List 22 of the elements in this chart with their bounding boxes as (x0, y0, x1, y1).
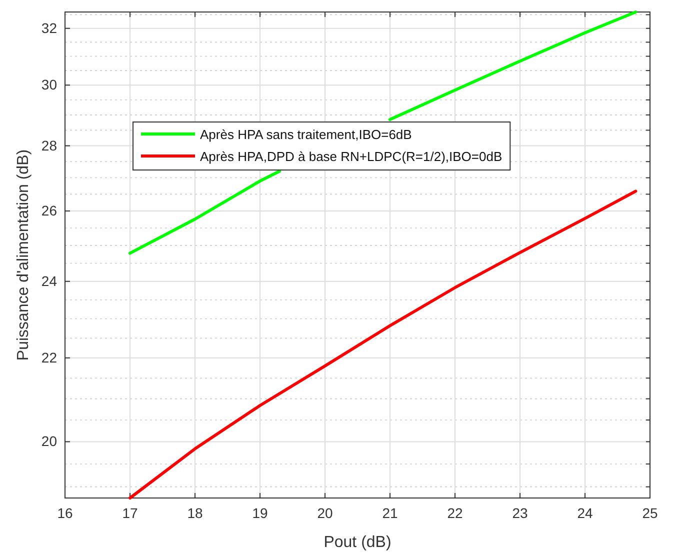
y-tick-label: 26 (41, 202, 58, 218)
x-tick-label: 17 (122, 504, 138, 521)
x-tick-label: 22 (447, 504, 463, 521)
y-tick-label: 24 (41, 272, 58, 289)
legend-label: Après HPA,DPD à base RN+LDPC(R=1/2),IBO=0dB (200, 149, 502, 164)
x-tick-label: 16 (57, 504, 73, 521)
legend-label: Après HPA sans traitement,IBO=6dB (200, 127, 412, 142)
line-series (128, 190, 638, 500)
y-axis-title: Puissance d'alimentation (dB) (15, 149, 32, 361)
x-tick-label: 23 (512, 504, 528, 521)
x-tick-label: 21 (382, 504, 398, 521)
y-tick-label: 20 (41, 433, 58, 450)
y-tick-label: 32 (41, 20, 58, 36)
y-tick-label: 22 (41, 349, 58, 366)
x-tick-label: 24 (577, 504, 593, 521)
x-tick-label: 18 (187, 504, 203, 521)
x-tick-label: 19 (252, 504, 268, 521)
x-tick-label: 20 (317, 504, 333, 521)
x-tick-label: 25 (642, 504, 658, 521)
y-tick-label: 30 (41, 76, 58, 93)
x-axis-title: Pout (dB) (324, 534, 392, 551)
y-tick-label: 28 (41, 137, 58, 154)
